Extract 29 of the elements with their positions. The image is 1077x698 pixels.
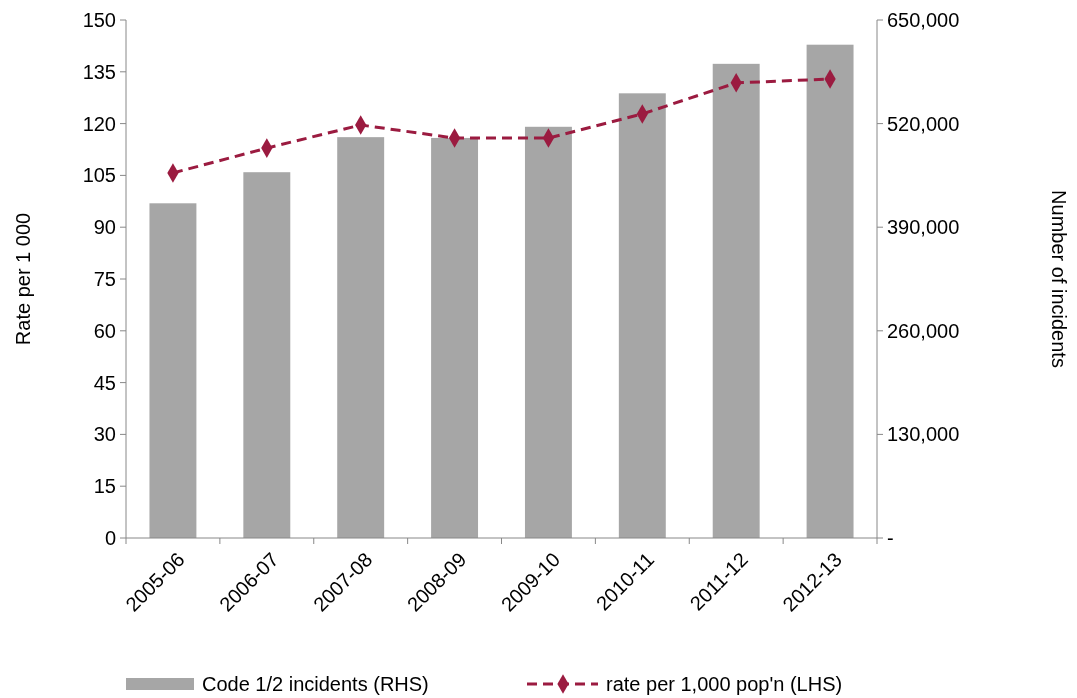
y2-tick-label: 390,000 bbox=[887, 216, 960, 239]
bar bbox=[712, 63, 760, 538]
y-tick-label: 150 bbox=[82, 9, 116, 31]
y-tick-label: 75 bbox=[93, 268, 116, 290]
y-axis-title: Rate per 1 000 bbox=[12, 212, 34, 346]
y-tick-label: 105 bbox=[82, 164, 116, 187]
y-tick-label: 45 bbox=[93, 371, 116, 394]
y2-tick-label: 260,000 bbox=[887, 319, 960, 342]
y-tick-label: 135 bbox=[82, 60, 116, 83]
bar bbox=[618, 93, 666, 538]
bar bbox=[431, 137, 479, 538]
y2-tick-label: 520,000 bbox=[887, 112, 960, 135]
legend-label: Code 1/2 incidents (RHS) bbox=[202, 673, 429, 695]
y-tick-label: 60 bbox=[93, 319, 116, 342]
y2-axis-title: Number of incidents bbox=[1048, 190, 1070, 368]
y-tick-label: 15 bbox=[93, 475, 116, 498]
bar bbox=[337, 137, 385, 538]
legend-label: rate per 1,000 pop'n (LHS) bbox=[606, 673, 843, 695]
y2-tick-label: 650,000 bbox=[887, 9, 960, 31]
y-tick-label: 90 bbox=[93, 216, 116, 239]
y2-tick-label: 130,000 bbox=[887, 423, 960, 446]
y-tick-label: 120 bbox=[82, 112, 116, 135]
bar bbox=[524, 126, 572, 538]
y2-tick-label: - bbox=[887, 527, 894, 549]
bar bbox=[806, 44, 854, 538]
bar bbox=[243, 172, 291, 538]
bar bbox=[149, 203, 197, 538]
y-tick-label: 0 bbox=[104, 527, 116, 549]
y-tick-label: 30 bbox=[93, 423, 116, 446]
